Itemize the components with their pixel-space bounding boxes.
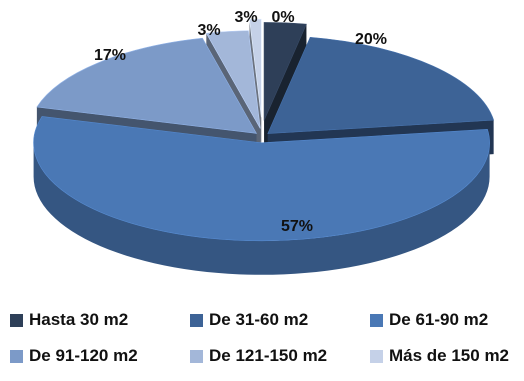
legend-swatch [10,349,23,363]
pie-slice-91-120 [36,37,257,134]
pie-depth-layer [33,18,495,275]
pie-label-mas-150: 0% [271,9,294,26]
pie-slice-hasta-30 [263,22,307,121]
legend-item-hasta-30: Hasta 30 m2 [10,310,128,330]
legend-swatch [370,349,383,363]
legend-item-61-90: De 61-90 m2 [370,310,488,330]
legend-swatch [370,313,383,327]
pie-label-121-150: 3% [234,9,257,26]
legend-item-31-60: De 31-60 m2 [190,310,308,330]
legend-item-91-120: De 91-120 m2 [10,346,138,366]
legend-swatch [10,313,23,327]
pie-label-91-120: 17% [94,47,126,64]
pie-label-61-90: 57% [281,218,313,235]
pie-label-layer: 3% 20% 57% 17% 3% 0% [94,9,387,235]
legend-swatch [190,313,203,327]
legend: Hasta 30 m2 De 31-60 m2 De 61-90 m2 De 9… [0,308,524,381]
pie-label-hasta-30: 3% [197,22,220,39]
pie-slice-121-150 [205,30,261,129]
pie-slice-mas-150 [249,18,262,118]
legend-label: De 91-120 m2 [29,346,138,365]
legend-swatch [190,349,203,363]
legend-label: Hasta 30 m2 [29,310,129,329]
legend-label: De 31-60 m2 [209,310,309,329]
legend-label: Más de 150 m2 [389,346,510,365]
legend-item-121-150: De 121-150 m2 [190,346,327,366]
pie-slice-61-90 [33,116,490,242]
legend-label: De 61-90 m2 [389,310,489,329]
pie-label-31-60: 20% [355,31,387,48]
legend-label: De 121-150 m2 [209,346,328,365]
pie-slice-31-60 [267,36,495,134]
pie-chart: 3% 20% 57% 17% 3% 0% [33,9,495,275]
pie-slice-side-61-90 [33,142,490,275]
legend-item-mas-150: Más de 150 m2 [370,346,509,366]
